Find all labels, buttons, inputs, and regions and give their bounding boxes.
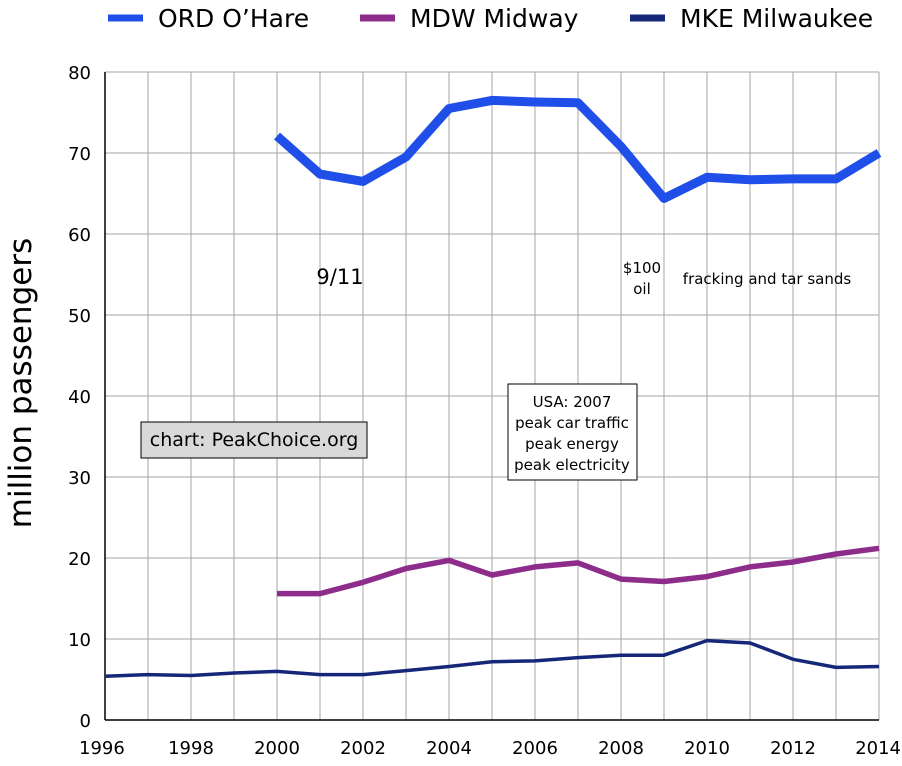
annotation-text: peak electricity — [514, 456, 630, 474]
legend-item-ord: ORD O’Hare — [108, 4, 309, 33]
legend: ORD O’Hare MDW Midway MKE Milwaukee — [108, 4, 873, 33]
y-tick-label: 10 — [68, 630, 91, 651]
annotation-text: $100 — [623, 259, 661, 277]
legend-label: MKE Milwaukee — [680, 4, 873, 33]
annotation-box — [507, 383, 638, 481]
y-axis-label: million passengers — [3, 238, 39, 528]
annotation-4: USA: 2007 peak car traffic peak energy peak… — [507, 383, 638, 481]
x-tick-label: 1998 — [168, 738, 214, 759]
legend-label: MDW Midway — [410, 4, 579, 33]
x-tick-label: 2008 — [598, 738, 644, 759]
y-tick-label: 0 — [80, 711, 91, 732]
x-tick-label: 2002 — [340, 738, 386, 759]
y-tick-label: 80 — [68, 63, 91, 84]
annotation-5: chart: PeakChoice.org — [140, 421, 368, 459]
x-tick-label: 2006 — [512, 738, 558, 759]
annotation-text: peak energy — [525, 435, 619, 453]
y-tick-label: 60 — [68, 225, 91, 246]
y-tick-label: 20 — [68, 549, 91, 570]
axes — [104, 72, 879, 721]
y-tick-label: 40 — [68, 387, 91, 408]
x-tick-labels: 1996 1998 2000 2002 2004 2006 2008 2010 2012 2014 — [79, 738, 901, 759]
grid — [104, 71, 880, 721]
x-tick-label: 2000 — [254, 738, 300, 759]
legend-item-mke: MKE Milwaukee — [630, 4, 873, 33]
annotation-text: fracking and tar sands — [683, 270, 852, 288]
annotations: 9/11 $100 oil fracking and tar sands USA: 20… — [140, 259, 852, 481]
series-line-ord — [274, 95, 882, 203]
annotation-text: peak car traffic — [515, 414, 629, 432]
annotation-2: $100 oil — [623, 259, 661, 298]
x-tick-label: 2004 — [426, 738, 472, 759]
annotation-text: chart: PeakChoice.org — [150, 429, 359, 451]
y-tick-labels: 0 10 20 30 40 50 60 70 80 — [68, 63, 91, 732]
annotation-text: USA: 2007 — [533, 393, 612, 411]
annotation-text: 9/11 — [316, 265, 363, 289]
series-lines — [104, 95, 882, 679]
y-tick-label: 50 — [68, 306, 91, 327]
x-tick-label: 2014 — [855, 738, 901, 759]
series-line-mdw — [277, 545, 880, 597]
series-line-mke — [104, 638, 880, 679]
annotation-3: fracking and tar sands — [683, 270, 852, 288]
annotation-box — [140, 421, 368, 459]
y-tick-label: 30 — [68, 468, 91, 489]
legend-item-mdw: MDW Midway — [360, 4, 579, 33]
x-tick-label: 1996 — [79, 738, 125, 759]
x-tick-label: 2010 — [684, 738, 730, 759]
x-tick-label: 2012 — [770, 738, 816, 759]
y-tick-label: 70 — [68, 144, 91, 165]
annotation-1: 9/11 — [316, 265, 363, 289]
annotation-text: oil — [633, 280, 651, 298]
legend-label: ORD O’Hare — [158, 4, 309, 33]
